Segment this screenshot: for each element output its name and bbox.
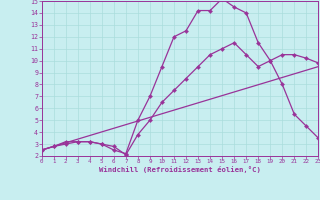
X-axis label: Windchill (Refroidissement éolien,°C): Windchill (Refroidissement éolien,°C) [99,166,261,173]
